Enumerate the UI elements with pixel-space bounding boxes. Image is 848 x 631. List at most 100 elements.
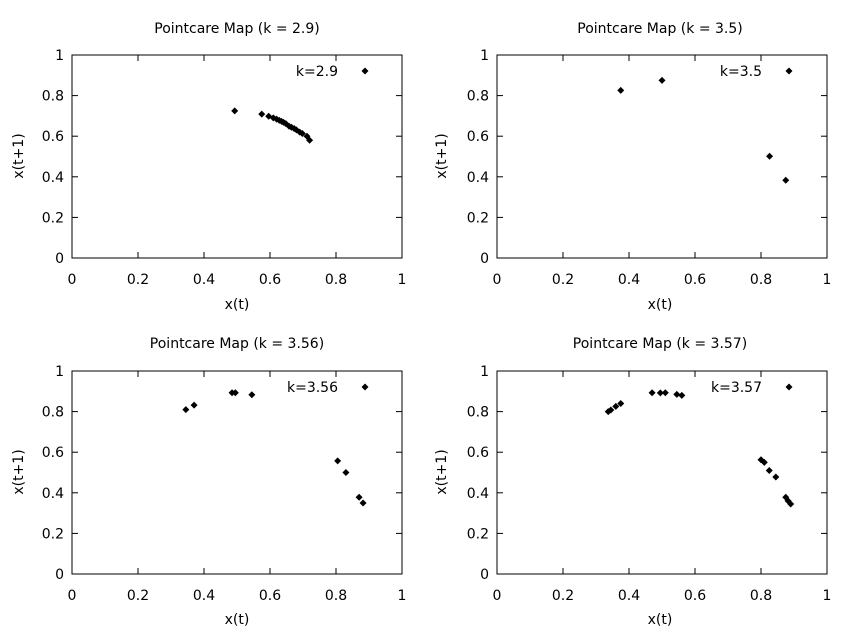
x-tick-label: 0.4: [618, 588, 640, 604]
chart-title: Pointcare Map (k = 2.9): [154, 21, 319, 37]
y-tick-label: 0: [480, 251, 489, 267]
chart-panel-2: Pointcare Map (k = 3.5) x(t) x(t+1) k=3.…: [434, 21, 831, 313]
x-tick-label: 1: [823, 272, 832, 288]
x-tick-label: 0.4: [193, 588, 215, 604]
x-tick-label: 0.2: [127, 588, 149, 604]
data-point: [760, 458, 768, 466]
x-tick-label: 0.2: [127, 272, 149, 288]
x-tick-label: 0.6: [684, 272, 706, 288]
x-axis-label: x(t): [225, 297, 250, 313]
x-tick-label: 0.6: [684, 588, 706, 604]
data-point: [306, 136, 314, 144]
y-tick-label: 0.6: [42, 445, 64, 461]
data-point: [656, 389, 664, 397]
data-point: [612, 402, 620, 410]
data-points: [231, 67, 369, 144]
legend-label: k=3.57: [711, 380, 762, 396]
legend-marker: [361, 67, 369, 75]
x-axis-label: x(t): [648, 612, 673, 628]
y-tick-label: 0.6: [467, 129, 489, 145]
plot-frame: [496, 54, 828, 259]
legend-label: k=3.5: [720, 64, 762, 80]
data-point: [231, 389, 239, 397]
plot-frame: [496, 370, 828, 575]
data-point: [258, 110, 266, 118]
x-tick-label: 0.2: [552, 272, 574, 288]
chart-title: Pointcare Map (k = 3.5): [577, 21, 742, 37]
data-point: [231, 107, 239, 115]
chart-title: Pointcare Map (k = 3.56): [150, 336, 324, 352]
chart-panel-3: Pointcare Map (k = 3.56) x(t) x(t+1) k=3…: [11, 336, 406, 628]
y-axis-label: x(t+1): [11, 133, 27, 178]
legend-label: k=3.56: [287, 380, 338, 396]
y-tick-label: 0.2: [42, 526, 64, 542]
legend-label: k=2.9: [296, 64, 338, 80]
data-point: [787, 500, 795, 508]
axis-ticks: 0 0.2 0.4 0.6 0.8 1 0 0.2 0.4 0.6 0.8 1: [42, 48, 407, 288]
x-tick-label: 0: [493, 272, 502, 288]
y-tick-label: 0.2: [467, 210, 489, 226]
data-point: [617, 399, 625, 407]
data-point: [182, 406, 190, 414]
y-tick-label: 0.4: [42, 170, 64, 186]
data-point: [766, 152, 774, 160]
x-tick-label: 0.4: [618, 272, 640, 288]
x-tick-label: 0: [493, 588, 502, 604]
y-tick-label: 0.4: [42, 486, 64, 502]
axis-ticks: 0 0.2 0.4 0.6 0.8 1 0 0.2 0.4 0.6 0.8 1: [42, 364, 407, 604]
data-point: [287, 123, 295, 131]
plot-frame: [71, 54, 403, 259]
y-axis-label: x(t+1): [434, 449, 450, 494]
x-tick-label: 0: [68, 272, 77, 288]
x-tick-label: 1: [398, 272, 407, 288]
chart-panel-4: Pointcare Map (k = 3.57) x(t) x(t+1) k=3…: [434, 336, 831, 628]
x-tick-label: 1: [823, 588, 832, 604]
x-tick-label: 0.4: [193, 272, 215, 288]
data-point: [334, 457, 342, 465]
y-tick-label: 1: [480, 48, 489, 64]
data-point: [673, 390, 681, 398]
x-tick-label: 0.2: [552, 588, 574, 604]
y-tick-label: 1: [480, 364, 489, 380]
data-point: [359, 499, 367, 507]
data-point: [678, 391, 686, 399]
x-tick-label: 0.8: [750, 588, 772, 604]
legend-marker: [785, 383, 793, 391]
y-tick-label: 0: [480, 567, 489, 583]
y-tick-label: 0.8: [467, 405, 489, 421]
data-point: [765, 466, 773, 474]
y-tick-label: 0.8: [42, 89, 64, 105]
y-axis-label: x(t+1): [434, 133, 450, 178]
data-point: [617, 86, 625, 94]
data-point: [607, 406, 615, 414]
plot-frame: [71, 370, 403, 575]
y-tick-label: 0.4: [467, 170, 489, 186]
y-tick-label: 0.4: [467, 486, 489, 502]
y-tick-label: 0.2: [42, 210, 64, 226]
x-tick-label: 0: [68, 588, 77, 604]
x-tick-label: 0.6: [259, 588, 281, 604]
data-point: [648, 389, 656, 397]
x-axis-label: x(t): [648, 297, 673, 313]
y-tick-label: 0.6: [467, 445, 489, 461]
y-axis-label: x(t+1): [11, 449, 27, 494]
data-point: [248, 391, 256, 399]
y-tick-label: 0: [55, 251, 64, 267]
legend-marker: [785, 67, 793, 75]
axis-ticks: 0 0.2 0.4 0.6 0.8 1 0 0.2 0.4 0.6 0.8 1: [467, 364, 832, 604]
data-point: [661, 389, 669, 397]
data-points: [182, 383, 369, 507]
y-tick-label: 0.8: [42, 405, 64, 421]
data-point: [782, 176, 790, 184]
y-tick-label: 0.6: [42, 129, 64, 145]
data-point: [342, 469, 350, 476]
axis-ticks: 0 0.2 0.4 0.6 0.8 1 0 0.2 0.4 0.6 0.8 1: [467, 48, 832, 288]
x-axis-label: x(t): [225, 612, 250, 628]
y-tick-label: 0: [55, 567, 64, 583]
data-point: [190, 401, 198, 409]
chart-panel-1: Pointcare Map (k = 2.9) x(t) x(t+1) k=2.…: [11, 21, 406, 313]
legend-marker: [361, 383, 369, 391]
data-point: [658, 76, 666, 84]
y-tick-label: 0.8: [467, 89, 489, 105]
